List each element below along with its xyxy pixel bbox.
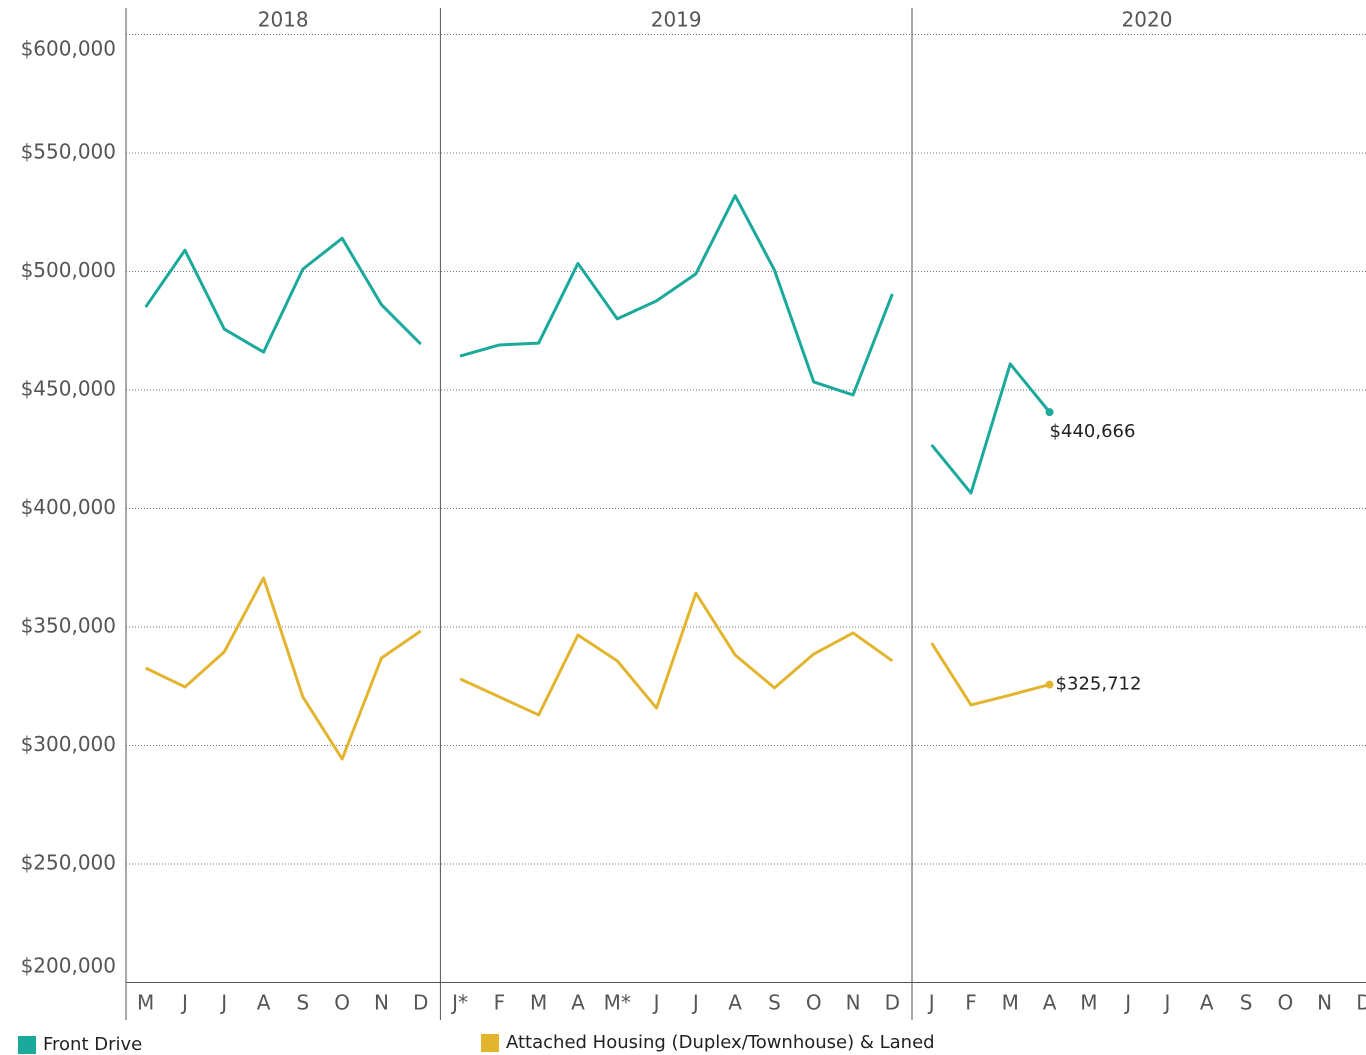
x-tick-label: D: [885, 991, 900, 1015]
x-tick-label: N: [846, 991, 861, 1015]
end-point: [1045, 408, 1054, 417]
x-tick-label: N: [374, 991, 389, 1015]
panel-title: 2020: [1122, 8, 1173, 32]
x-tick-label: M: [1002, 991, 1019, 1015]
x-tick-label: A: [728, 991, 742, 1015]
y-tick-label: $350,000: [21, 614, 116, 638]
x-tick-label: J*: [450, 991, 468, 1015]
value-label: $325,712: [1056, 674, 1142, 695]
x-tick-label: J: [1123, 991, 1131, 1015]
series-line: [459, 194, 894, 397]
y-tick-label: $550,000: [21, 140, 116, 164]
x-tick-label: F: [494, 991, 506, 1015]
x-tick-label: A: [1043, 991, 1057, 1015]
legend-swatch: [18, 1036, 36, 1054]
x-tick-label: N: [1317, 991, 1332, 1015]
x-tick-label: J: [180, 991, 188, 1015]
series-line: [459, 591, 894, 717]
x-tick-label: J: [652, 991, 660, 1015]
value-label: $440,666: [1050, 421, 1136, 442]
x-tick-label: O: [334, 991, 350, 1015]
x-tick-label: A: [1200, 991, 1214, 1015]
legend-label: Front Drive: [43, 1034, 142, 1055]
x-tick-label: M*: [604, 991, 631, 1015]
x-tick-label: A: [257, 991, 271, 1015]
legend-label: Attached Housing (Duplex/Townhouse) & La…: [506, 1032, 935, 1053]
x-tick-label: J: [691, 991, 699, 1015]
series-line: [930, 362, 1051, 495]
x-tick-label: J: [219, 991, 227, 1015]
y-tick-label: $500,000: [21, 258, 116, 282]
x-tick-label: O: [1277, 991, 1293, 1015]
x-tick-label: O: [806, 991, 822, 1015]
x-tick-label: J: [927, 991, 935, 1015]
legend-swatch: [481, 1034, 499, 1052]
end-point: [1045, 680, 1054, 689]
series-line: [930, 642, 1050, 707]
panel-title: 2019: [651, 8, 702, 32]
panel-title: 2018: [258, 8, 309, 32]
x-tick-label: S: [768, 991, 781, 1015]
series-line: [144, 576, 422, 761]
y-tick-label: $300,000: [21, 732, 116, 756]
x-tick-label: F: [965, 991, 977, 1015]
y-tick-label: $600,000: [21, 37, 116, 61]
x-tick-label: A: [571, 991, 585, 1015]
x-tick-label: S: [296, 991, 309, 1015]
x-tick-label: D: [1356, 991, 1366, 1015]
x-tick-label: M: [530, 991, 547, 1015]
y-tick-label: $200,000: [21, 954, 116, 978]
x-tick-label: J: [1162, 991, 1170, 1015]
series-line: [144, 236, 422, 354]
x-tick-label: M: [137, 991, 154, 1015]
y-tick-label: $400,000: [21, 495, 116, 519]
x-tick-label: S: [1240, 991, 1253, 1015]
y-tick-label: $450,000: [21, 377, 116, 401]
y-tick-label: $250,000: [21, 851, 116, 875]
x-tick-label: D: [413, 991, 428, 1015]
x-tick-label: M: [1080, 991, 1097, 1015]
